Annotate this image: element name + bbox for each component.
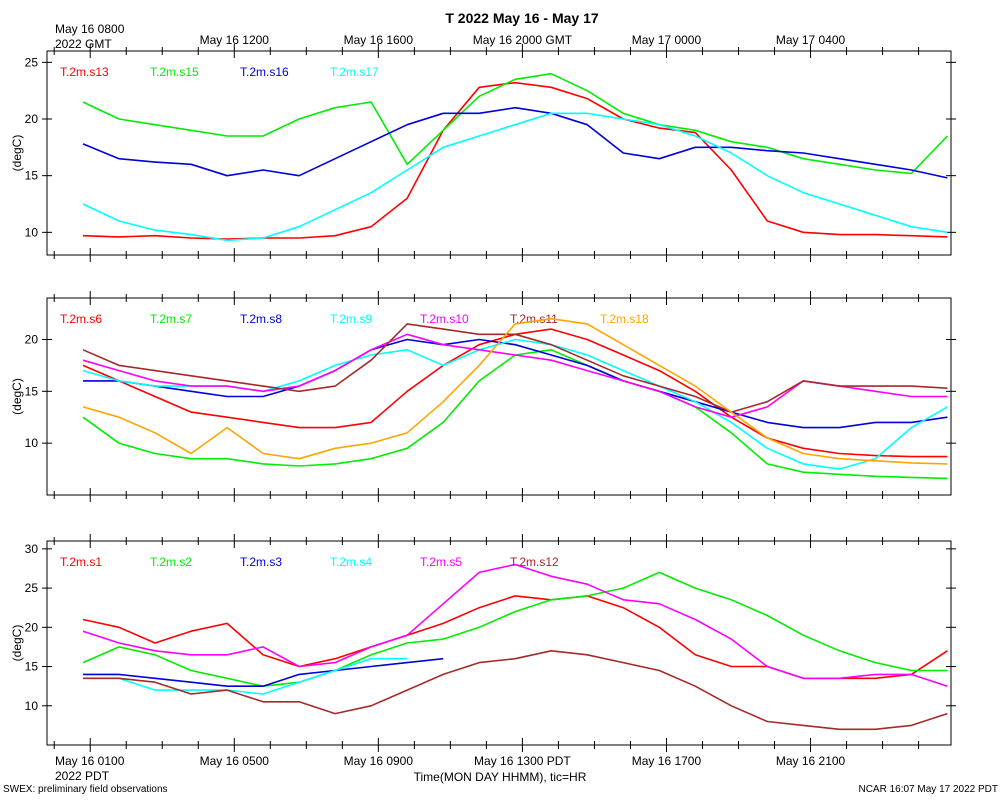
pdt-first-label: May 16 0100 [55,754,125,768]
x-axis-label: Time(MON DAY HHMM), tic=HR [414,770,587,784]
chart-title: T 2022 May 16 - May 17 [445,10,599,26]
y-tick-label: 20 [25,332,39,346]
panel-3: 10 15 20 25 30 (degC) T.2m.s1 T.2m.s2 T.2m.s3 T.2… [10,534,956,752]
gmt-first-sub: 2022 GMT [55,37,112,51]
y-axis-label: (degC) [10,378,24,415]
panel-2: 10 15 20 (degC) T.2m.s6 T.2m.s7 T.2m.s8 T.2m.s9… [10,291,956,502]
series-line-T.2m.s7 [82,349,948,480]
series-line-T.2m.s10 [82,333,948,418]
pdt-tick-label: May 16 0500 [200,754,270,768]
series-line-T.2m.s12 [83,650,948,731]
legend-entry-T.2m.s15: T.2m.s15 [150,65,199,79]
gmt-tick-label: May 16 2000 GMT [473,33,573,47]
series-line-T.2m.s2 [82,571,948,687]
y-tick-label: 30 [25,542,39,556]
y-tick-label: 10 [25,225,39,239]
legend-entry-T.2m.s18: T.2m.s18 [600,312,649,326]
series-line-T.2m.s5 [82,563,948,687]
series-line-T.2m.s18 [82,317,948,465]
series-line-T.2m.s13 [82,81,948,240]
gmt-tick-label: May 16 1600 [344,33,414,47]
legend-entry-T.2m.s16: T.2m.s16 [240,65,289,79]
legend-entry-T.2m.s17: T.2m.s17 [330,65,379,79]
y-tick-label: 10 [25,699,39,713]
pdt-tick-label: May 16 1700 [632,754,702,768]
legend-entry-T.2m.s8: T.2m.s8 [240,312,282,326]
legend-entry-T.2m.s7: T.2m.s7 [150,312,192,326]
panel-frame [46,540,952,746]
legend-entry-T.2m.s9: T.2m.s9 [330,312,372,326]
series-line-T.2m.s3 [83,657,444,687]
gmt-first-label: May 16 0800 [55,22,125,36]
gmt-tick-label: May 17 0000 [632,33,702,47]
legend-entry-T.2m.s6: T.2m.s6 [60,312,102,326]
legend-entry-T.2m.s4: T.2m.s4 [330,555,372,569]
footer-left: SWEX: preliminary field observations [3,784,168,795]
series-line-T.2m.s8 [83,338,948,429]
y-tick-label: 15 [25,169,39,183]
pdt-tick-label: May 16 1300 PDT [474,754,571,768]
gmt-tick-label: May 17 0400 [776,33,846,47]
y-tick-label: 15 [25,384,39,398]
y-tick-label: 15 [25,660,39,674]
series-line-T.2m.s4 [83,657,408,695]
y-tick-label: 20 [25,112,39,126]
pdt-first-sub: 2022 PDT [55,769,110,783]
series-line-T.2m.s16 [82,106,948,179]
legend-entry-T.2m.s10: T.2m.s10 [420,312,469,326]
pdt-tick-label: May 16 0900 [344,754,414,768]
y-tick-label: 20 [25,620,39,634]
series-line-T.2m.s11 [82,323,948,413]
legend-entry-T.2m.s2: T.2m.s2 [150,555,192,569]
gmt-tick-label: May 16 1200 [200,33,270,47]
footer-right: NCAR 16:07 May 17 2022 PDT [858,784,998,795]
legend-entry-T.2m.s1: T.2m.s1 [60,555,102,569]
legend-entry-T.2m.s5: T.2m.s5 [420,555,462,569]
panel-frame [46,297,952,496]
y-axis-label: (degC) [10,625,24,662]
legend-entry-T.2m.s3: T.2m.s3 [240,555,282,569]
panel-1: 10 15 20 25 (degC) T.2m.s13 T.2m.s15 T.2m.s16 T.… [10,44,956,262]
series-line-T.2m.s1 [82,595,948,680]
y-tick-label: 25 [25,55,39,69]
pdt-tick-label: May 16 2100 [776,754,846,768]
y-tick-label: 25 [25,581,39,595]
panel-frame [46,50,952,256]
series-line-T.2m.s17 [82,112,948,242]
legend-entry-T.2m.s12: T.2m.s12 [510,555,559,569]
y-axis-label: (degC) [10,135,24,172]
legend-entry-T.2m.s13: T.2m.s13 [60,65,109,79]
series-line-T.2m.s15 [82,72,948,175]
y-tick-label: 10 [25,436,39,450]
